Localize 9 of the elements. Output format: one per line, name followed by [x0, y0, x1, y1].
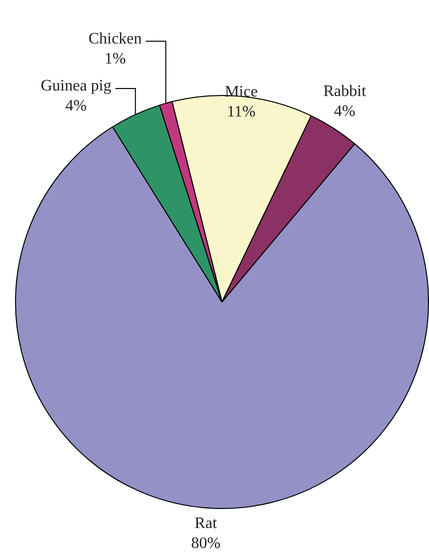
slice-label: Chicken [88, 30, 142, 48]
slice-label: Guinea pig [40, 78, 112, 95]
data-label: 11% [226, 104, 256, 121]
data-label: 1% [104, 50, 126, 68]
data-label: 4% [334, 102, 356, 120]
slice-label: Rat [194, 515, 218, 532]
slice-label: Rabbit [323, 82, 367, 100]
data-label: 4% [65, 98, 87, 115]
data-label: 80% [191, 535, 220, 552]
